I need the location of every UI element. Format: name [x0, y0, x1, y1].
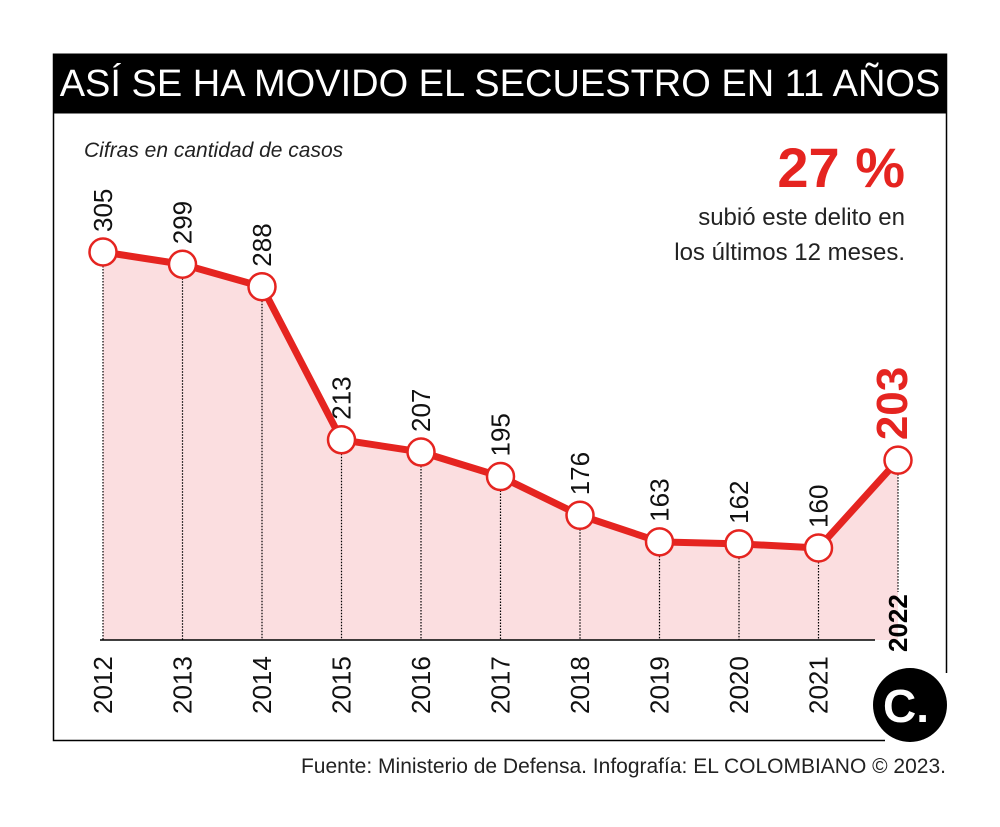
title-bar: [53, 53, 947, 114]
subtitle: Cifras en cantidad de casos: [84, 139, 344, 162]
data-label: 213: [327, 376, 357, 419]
data-point: [565, 500, 595, 531]
data-point: [406, 437, 436, 467]
data-label: 203: [868, 367, 917, 440]
data-label: 176: [565, 452, 595, 495]
data-point: [724, 529, 754, 559]
data-label: 207: [406, 389, 436, 432]
x-tick-label: 2022: [883, 594, 913, 652]
data-label: 162: [724, 480, 754, 523]
frame: [52, 53, 948, 742]
data-point: [167, 249, 198, 279]
x-tick-label: 2017: [486, 656, 516, 714]
x-tick-label: 2020: [724, 656, 754, 714]
chart-title: ASÍ SE HA MOVIDO EL SECUESTRO EN 11 AÑOS: [60, 62, 941, 105]
logo-text: C.: [883, 680, 929, 732]
data-point: [326, 425, 357, 455]
data-point: [485, 461, 516, 492]
data-label: 305: [88, 189, 118, 232]
data-label: 160: [804, 485, 834, 528]
x-tick-label: 2012: [88, 656, 118, 714]
x-tick-label: 2015: [327, 656, 357, 714]
x-tick-label: 2014: [247, 656, 277, 714]
source-note: Fuente: Ministerio de Defensa. Infografí…: [301, 755, 946, 778]
x-tick-label: 2016: [406, 656, 436, 714]
highlight-text-1: subió este delito en: [698, 204, 905, 231]
logo: C.: [873, 668, 947, 742]
x-tick-label: 2018: [565, 656, 595, 714]
data-label: 163: [645, 478, 675, 521]
data-point: [247, 271, 277, 302]
data-point: [644, 527, 675, 557]
data-point: [803, 533, 834, 563]
highlight-text-2: los últimos 12 meses.: [674, 239, 905, 266]
data-point: [883, 445, 913, 475]
highlight-value: 27 %: [777, 136, 905, 199]
data-point: [88, 237, 118, 267]
x-tick-label: 2013: [168, 656, 198, 714]
data-label: 288: [247, 223, 277, 266]
data-label: 299: [168, 201, 198, 244]
x-tick-label: 2019: [645, 656, 675, 714]
x-tick-label: 2021: [804, 656, 834, 714]
data-label: 195: [486, 413, 516, 456]
